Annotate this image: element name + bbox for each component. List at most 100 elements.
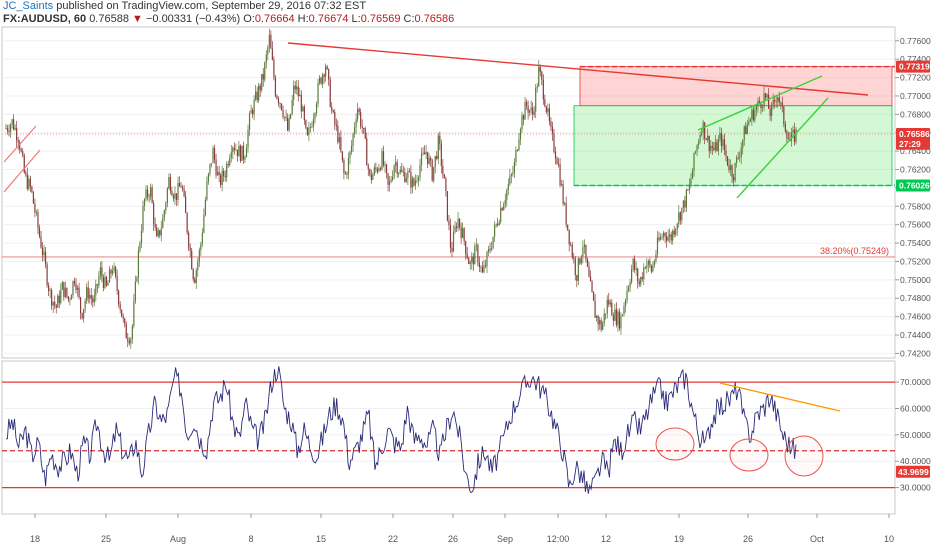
candle-body (790, 132, 793, 142)
candle-body (672, 230, 674, 241)
candle-body (617, 311, 619, 325)
candle-body (221, 170, 223, 186)
candle-body (280, 103, 283, 110)
candle-body (143, 199, 146, 206)
candle-body (245, 147, 248, 158)
candle-body (183, 189, 185, 197)
candle-body (223, 170, 225, 177)
symbol-label[interactable]: FX:AUDUSD, 60 (3, 13, 87, 25)
oscillator-pane[interactable] (1, 360, 896, 515)
candle-body (676, 223, 678, 230)
price-tick-label: 0.77200 (900, 73, 931, 83)
change-down-icon: ▼ (132, 13, 143, 25)
candle-body (688, 184, 691, 190)
candle-body (290, 113, 292, 119)
candle-body (198, 250, 200, 262)
candle-body (296, 86, 298, 90)
candle-body (792, 129, 794, 133)
osc-trendline[interactable] (719, 382, 841, 412)
time-tick-label: 22 (388, 534, 398, 544)
candle-body (337, 125, 339, 143)
divergence-circle[interactable] (784, 435, 824, 477)
candle-body (248, 113, 251, 130)
channel-upper-line[interactable] (697, 75, 823, 131)
resistance-zone[interactable] (579, 66, 893, 107)
close-value: 0.76586 (414, 13, 455, 25)
candle-body (232, 147, 234, 153)
candle-body (136, 277, 138, 282)
candle-body (331, 106, 333, 111)
price-pane[interactable]: 38.20%(0.75249) (1, 26, 896, 359)
candle-body (163, 210, 165, 218)
candle-body (562, 184, 564, 204)
candle-body (670, 234, 672, 241)
candle-body (28, 178, 30, 189)
candle-body (375, 167, 377, 169)
candle-body (614, 309, 616, 321)
candle-body (229, 157, 231, 166)
early-channel-lower[interactable] (3, 149, 41, 193)
candle-body (407, 171, 409, 179)
candle-body (413, 178, 415, 186)
candle-body (96, 284, 98, 286)
candle-body (148, 196, 150, 198)
candle-body (729, 165, 732, 171)
candle-body (510, 174, 512, 176)
descending-trendline[interactable] (287, 42, 869, 96)
author-link[interactable]: JC_Saints (3, 0, 54, 12)
candle-body (535, 87, 537, 112)
candle-body (734, 162, 736, 181)
candle-body (372, 174, 374, 180)
candle-body (492, 236, 494, 249)
candle-body (156, 227, 158, 237)
candle-body (265, 54, 267, 63)
candle-body (661, 237, 663, 238)
candle-body (571, 245, 573, 258)
candle-body (384, 164, 386, 166)
candle-body (404, 171, 406, 182)
divergence-circle[interactable] (655, 427, 695, 461)
price-tick-label: 0.75800 (900, 201, 931, 211)
ohlc-line: FX:AUDUSD, 60 0.76588 ▼ −0.00331 (−0.43%… (3, 13, 454, 26)
candle-body (631, 269, 633, 283)
candle-body (325, 66, 327, 77)
channel-lower-line[interactable] (736, 97, 829, 199)
candle-body (16, 127, 18, 141)
candle-body (23, 155, 25, 173)
time-tick-label: Oct (810, 534, 825, 544)
candle-body (200, 243, 202, 251)
candle-body (32, 191, 34, 204)
early-channel-upper[interactable] (3, 125, 37, 163)
time-tick-label: 18 (30, 534, 40, 544)
candle-body (755, 106, 758, 111)
price-change: −0.00331 (−0.43%) (145, 13, 241, 25)
candle-body (239, 145, 242, 161)
divergence-circle[interactable] (729, 438, 769, 472)
candle-body (334, 111, 336, 125)
candle-body (341, 151, 343, 161)
candle-body (160, 228, 162, 236)
candle-body (207, 173, 210, 182)
support-zone[interactable] (573, 105, 893, 186)
candle-body (599, 320, 601, 325)
candle-body (379, 168, 382, 170)
candle-body (271, 48, 273, 60)
candle-body (731, 165, 733, 178)
candle-body (226, 163, 228, 178)
candle-body (459, 218, 461, 227)
candle-body (784, 124, 786, 132)
candle-body (743, 126, 745, 140)
candle-body (224, 176, 226, 178)
candle-body (178, 182, 181, 187)
price-badge (896, 137, 930, 150)
candle-body (17, 140, 19, 143)
candle-body (150, 187, 152, 197)
candle-body (19, 142, 21, 150)
price-tick-label: 0.75000 (900, 275, 931, 285)
candle-body (509, 175, 511, 185)
candle-body (75, 283, 77, 291)
candle-body (560, 184, 563, 186)
close-label: C: (403, 13, 415, 25)
candle-body (501, 208, 503, 211)
